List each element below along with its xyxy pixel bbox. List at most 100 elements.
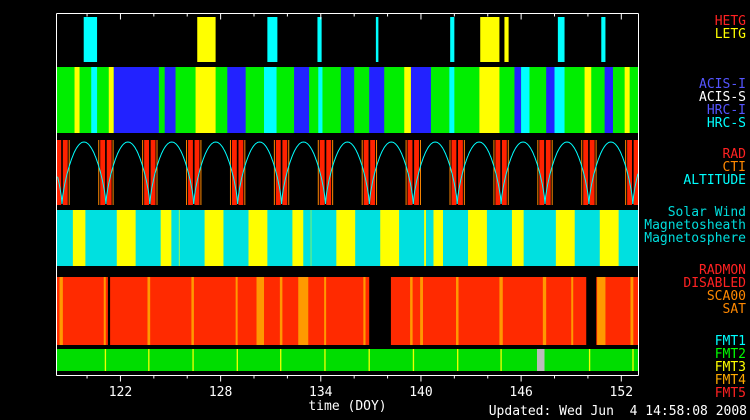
stripe <box>457 349 459 371</box>
segment <box>197 17 216 62</box>
stripe <box>236 349 238 371</box>
x-tick-label: 122 <box>109 385 132 400</box>
segment <box>480 17 500 62</box>
segment <box>244 140 246 205</box>
stripe <box>412 349 415 371</box>
band-label-magnetosheath: Magnetosheath <box>644 218 746 233</box>
x-tick-label: 128 <box>209 385 232 400</box>
segment <box>554 67 565 133</box>
segment <box>449 67 455 133</box>
segment <box>523 210 532 266</box>
telemetry-format-band <box>57 349 638 371</box>
segment <box>238 140 244 205</box>
stripe <box>104 349 107 371</box>
band-label-altitude: ALTITUDE <box>683 173 746 188</box>
band-label-fmt2: FMT2 <box>715 347 746 362</box>
segment <box>589 140 595 205</box>
segment <box>191 277 194 345</box>
segment <box>85 210 93 266</box>
segment <box>100 140 106 205</box>
segment <box>317 140 319 205</box>
segment <box>142 140 144 205</box>
segment <box>504 17 509 62</box>
x-axis-label: time (DOY) <box>308 399 387 414</box>
segment <box>574 210 600 266</box>
segment <box>135 210 161 266</box>
altitude-curve <box>57 176 63 205</box>
segment <box>68 140 70 205</box>
segment <box>571 277 574 345</box>
altitude-curve <box>456 141 502 205</box>
altitude-curve <box>412 141 458 205</box>
segment <box>584 67 592 133</box>
segment <box>595 140 597 205</box>
band-label-hetg: HETG <box>715 14 746 29</box>
segment <box>62 140 68 205</box>
segment <box>450 17 455 62</box>
segment <box>369 277 391 345</box>
x-tick-label: 146 <box>509 385 532 400</box>
altitude-curve <box>149 141 195 205</box>
segment <box>340 67 355 133</box>
x-tick-label: 134 <box>309 385 333 400</box>
segment <box>164 67 176 133</box>
band-label-acis-i: ACIS-I <box>699 77 746 92</box>
segment <box>303 210 311 266</box>
segment <box>231 140 237 205</box>
segment <box>420 277 423 345</box>
segment <box>410 277 413 345</box>
segment <box>542 277 547 345</box>
segment <box>264 67 277 133</box>
segment <box>537 140 539 205</box>
segment <box>479 67 500 133</box>
segment <box>630 277 634 345</box>
band-label-fmt5: FMT5 <box>715 386 746 401</box>
segment <box>425 210 434 266</box>
segment <box>521 67 530 133</box>
stripe <box>148 349 150 371</box>
band-label-radmon: RADMON <box>699 263 746 278</box>
band-label-solar-wind: Solar Wind <box>668 205 746 220</box>
segment <box>156 140 158 205</box>
segment <box>546 67 555 133</box>
altitude-curve <box>325 141 370 205</box>
altitude-curve <box>193 141 239 205</box>
segment <box>227 67 246 133</box>
segment <box>229 140 231 205</box>
radmon-band <box>57 277 638 345</box>
segment <box>624 67 630 133</box>
band-label-acis-s: ACIS-S <box>699 90 746 105</box>
segment <box>442 210 469 266</box>
segment <box>147 277 151 345</box>
segment <box>74 67 80 133</box>
altitude-curve <box>588 141 634 205</box>
segment <box>311 210 337 266</box>
band-label-fmt3: FMT3 <box>715 360 746 375</box>
segment <box>601 17 606 62</box>
band-label-hrc-s: HRC-S <box>707 116 746 131</box>
band-label-disabled: DISABLED <box>683 276 746 291</box>
segment <box>604 67 613 133</box>
segment <box>195 67 216 133</box>
band-label-hrc-i: HRC-I <box>707 103 746 118</box>
segment <box>404 67 411 133</box>
segment <box>376 140 378 205</box>
segment <box>107 277 111 345</box>
segment <box>188 140 193 205</box>
segment <box>57 210 73 266</box>
segment <box>91 67 98 133</box>
segment <box>507 140 509 205</box>
x-tick-label: 152 <box>610 385 633 400</box>
segment <box>326 140 332 205</box>
band-label-fmt4: FMT4 <box>715 373 746 388</box>
segment <box>288 140 290 205</box>
segment <box>627 140 632 205</box>
segment <box>317 17 322 62</box>
segment <box>495 140 501 205</box>
segment <box>618 210 638 266</box>
segment <box>319 140 325 205</box>
altitude-curve <box>281 141 326 205</box>
segment <box>179 210 205 266</box>
